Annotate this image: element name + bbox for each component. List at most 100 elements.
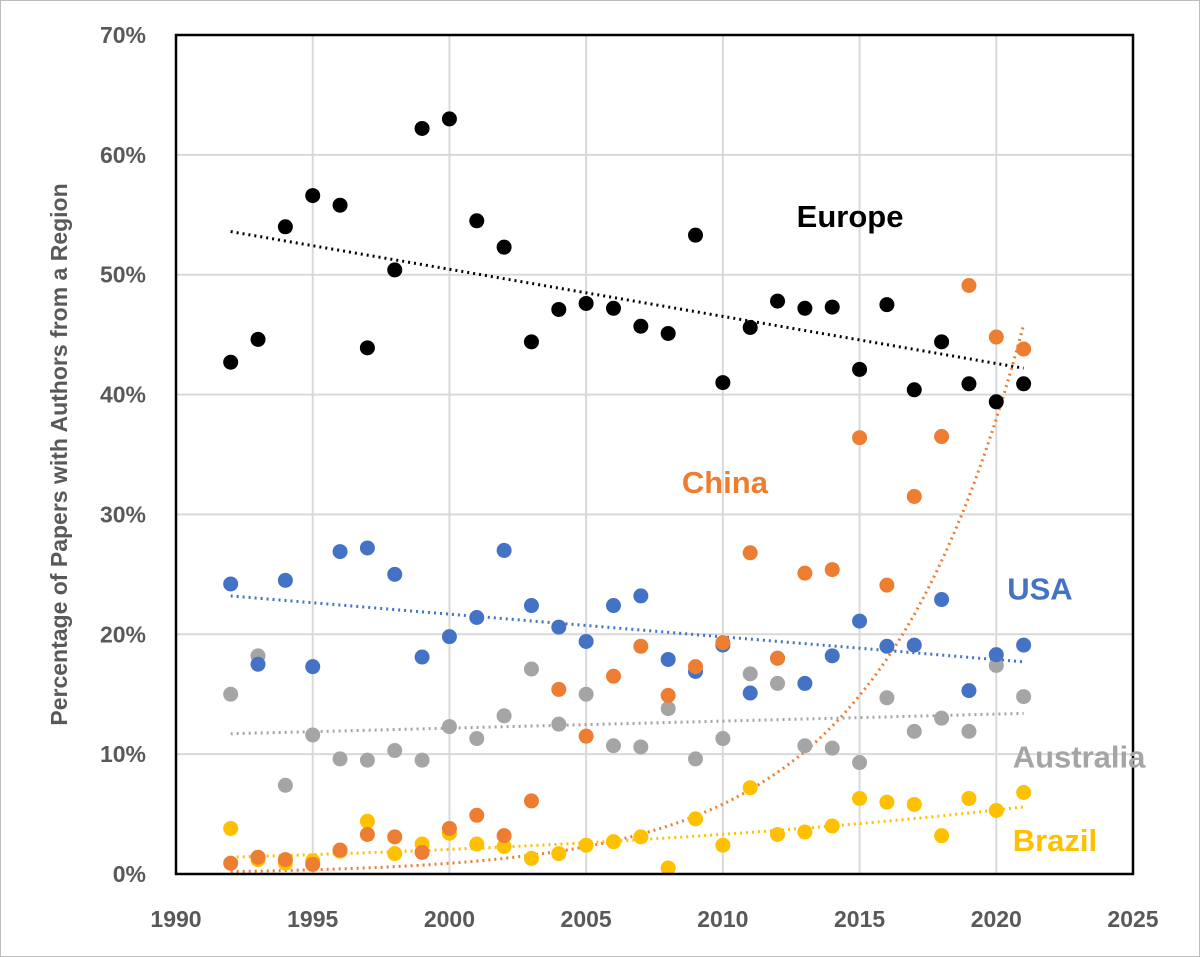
y-tick-label: 50%: [100, 262, 146, 288]
australia-point: [879, 690, 895, 706]
x-tick-label: 2015: [834, 906, 885, 932]
x-tick-label: 2000: [424, 906, 475, 932]
china-point: [961, 278, 977, 294]
china-point: [496, 828, 512, 844]
europe-point: [1016, 376, 1032, 392]
brazil-trendline: [230, 805, 1024, 859]
china-point: [359, 826, 375, 842]
usa-point: [934, 592, 950, 608]
y-tick-label: 0%: [113, 861, 146, 887]
australia-point: [961, 723, 977, 739]
usa-point: [961, 683, 977, 699]
china-point: [523, 793, 539, 809]
usa-point: [469, 610, 485, 626]
europe-point: [359, 340, 375, 356]
y-axis-label: Percentage of Papers with Authors from a…: [46, 183, 72, 725]
china-point: [223, 855, 239, 871]
y-axis-ticks: 0% 10% 20% 30% 40% 50% 60% 70%: [100, 22, 146, 887]
australia-point: [688, 751, 704, 767]
usa-point: [852, 613, 868, 629]
australia-point: [934, 710, 950, 726]
y-tick-label: 20%: [100, 621, 146, 647]
usa-point: [1016, 637, 1032, 653]
europe-point: [578, 295, 594, 311]
europe-point: [332, 197, 348, 213]
australia-point: [277, 777, 293, 793]
china-point: [633, 638, 649, 654]
china-point: [250, 849, 266, 865]
brazil-point: [223, 820, 239, 836]
brazil-point: [1016, 784, 1032, 800]
data-points: [223, 111, 1032, 876]
europe-point: [496, 239, 512, 255]
australia-point: [797, 738, 813, 754]
australia-point: [633, 739, 649, 755]
usa-label: USA: [1007, 572, 1072, 607]
x-tick-label: 2020: [971, 906, 1022, 932]
australia-label: Australia: [1013, 739, 1146, 774]
x-tick-label: 2010: [697, 906, 748, 932]
brazil-point: [715, 837, 731, 853]
usa-point: [441, 629, 457, 645]
usa-point: [305, 659, 321, 675]
australia-point: [551, 716, 567, 732]
australia-point: [496, 708, 512, 724]
brazil-point: [906, 796, 922, 812]
australia-point: [387, 743, 403, 759]
y-tick-label: 40%: [100, 382, 146, 408]
usa-point: [988, 647, 1004, 663]
australia-point: [359, 752, 375, 768]
china-point: [852, 430, 868, 446]
europe-point: [660, 325, 676, 341]
usa-point: [277, 572, 293, 588]
china-point: [551, 681, 567, 697]
europe-point: [414, 120, 430, 136]
usa-point: [742, 685, 758, 701]
china-point: [906, 488, 922, 504]
x-axis-ticks: 1990 1995 2000 2005 2010 2015 2020 2025: [150, 906, 1158, 932]
europe-point: [633, 318, 649, 334]
china-point: [277, 852, 293, 868]
australia-point: [605, 738, 621, 754]
australia-point: [523, 661, 539, 677]
australia-point: [441, 719, 457, 735]
brazil-point: [359, 813, 375, 829]
brazil-point: [934, 828, 950, 844]
china-point: [660, 687, 676, 703]
usa-point: [633, 588, 649, 604]
australia-trendline: [230, 711, 1024, 736]
usa-point: [223, 576, 239, 592]
usa-point: [660, 651, 676, 667]
australia-point: [988, 657, 1004, 673]
europe-point: [742, 319, 758, 335]
usa-point: [387, 566, 403, 582]
australia-point: [578, 686, 594, 702]
brazil-point: [660, 860, 676, 876]
usa-point: [578, 633, 594, 649]
china-point: [988, 329, 1004, 345]
brazil-point: [770, 826, 786, 842]
brazil-label: Brazil: [1013, 823, 1097, 858]
brazil-point: [633, 829, 649, 845]
brazil-point: [578, 837, 594, 853]
europe-point: [906, 382, 922, 398]
usa-point: [797, 675, 813, 691]
europe-point: [879, 297, 895, 313]
x-tick-label: 1995: [287, 906, 338, 932]
brazil-point: [688, 811, 704, 827]
australia-point: [414, 752, 430, 768]
x-tick-label: 1990: [150, 906, 201, 932]
europe-point: [961, 376, 977, 392]
brazil-point: [797, 824, 813, 840]
china-point: [688, 659, 704, 675]
europe-point: [387, 262, 403, 278]
china-point: [387, 829, 403, 845]
china-point: [797, 565, 813, 581]
china-point: [414, 844, 430, 860]
australia-point: [824, 740, 840, 756]
x-tick-label: 2005: [561, 906, 612, 932]
europe-point: [988, 394, 1004, 410]
usa-point: [496, 542, 512, 558]
europe-point: [305, 188, 321, 204]
